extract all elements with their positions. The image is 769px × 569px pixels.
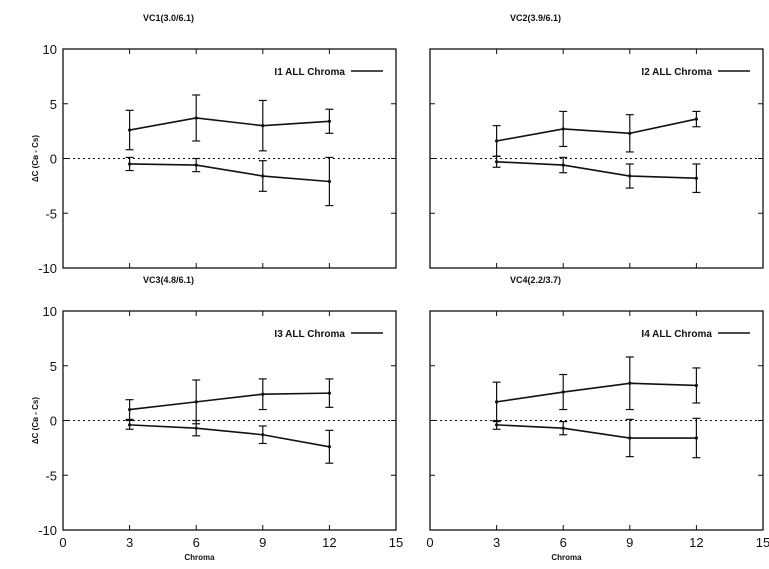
series-line-1 <box>129 392 330 411</box>
data-point <box>128 162 132 166</box>
data-point <box>261 174 265 178</box>
x-axis-label: Chroma <box>551 553 582 562</box>
panel-4: 0 3 6 9 12 15 VC4(2.2/3.7) I4 ALL Chroma Chroma <box>426 275 769 562</box>
legend-label: I1 ALL Chroma <box>274 67 345 78</box>
y-tick-label: -5 <box>45 206 57 221</box>
panel-title: VC1(3.0/6.1) <box>143 13 194 23</box>
x-tick-label: 6 <box>193 535 200 550</box>
x-tick-label: 12 <box>322 535 336 550</box>
x-tick-label: 6 <box>560 535 567 550</box>
series-line-1 <box>129 117 330 131</box>
data-point <box>628 174 632 178</box>
data-point <box>561 127 565 131</box>
x-tick-label: 12 <box>689 535 703 550</box>
panel-title: VC2(3.9/6.1) <box>510 13 561 23</box>
data-point <box>327 179 331 184</box>
y-tick-label: 10 <box>43 304 57 319</box>
data-point <box>128 128 132 132</box>
legend-label: I2 ALL Chroma <box>641 67 712 78</box>
legend-label: I4 ALL Chroma <box>641 329 712 340</box>
x-tick-label: 0 <box>59 535 66 550</box>
data-point <box>327 119 331 123</box>
series-line-1 <box>496 382 697 403</box>
series-line-1 <box>496 118 697 142</box>
y-tick-label: 10 <box>43 42 57 57</box>
data-point <box>327 445 331 449</box>
data-point <box>261 124 265 128</box>
data-point <box>261 392 265 396</box>
panel-1: 10 5 0 -5 -10 VC1(3.0/6.1) I1 ALL Chroma ΔC (Cʙ… <box>31 13 397 276</box>
x-tick-label: 9 <box>626 535 633 550</box>
data-point <box>327 391 331 395</box>
data-point <box>128 407 132 412</box>
data-point <box>628 131 632 135</box>
x-tick-label: 9 <box>259 535 266 550</box>
data-point <box>628 381 632 385</box>
y-tick-label: -10 <box>38 261 57 276</box>
legend-label: I3 ALL Chroma <box>274 329 345 340</box>
panel-title: VC3(4.8/6.1) <box>143 275 194 285</box>
data-point <box>561 163 565 167</box>
data-point <box>694 436 699 440</box>
data-point <box>194 163 198 167</box>
y-axis-label: ΔC (Cʙ - Cs) <box>31 135 40 182</box>
series-line-2 <box>496 160 697 180</box>
data-point <box>194 116 198 120</box>
data-point <box>694 176 699 180</box>
data-point <box>128 423 132 427</box>
x-tick-label: 3 <box>493 535 500 550</box>
series-line-2 <box>129 163 330 183</box>
y-tick-label: -5 <box>45 468 57 483</box>
data-point <box>495 400 499 404</box>
x-tick-label: 15 <box>389 535 403 550</box>
y-tick-label: 5 <box>50 359 57 374</box>
y-axis-label: ΔC (Cʙ - Cs) <box>31 397 40 444</box>
data-point <box>561 426 565 430</box>
y-tick-label: 5 <box>50 97 57 112</box>
x-tick-label: 0 <box>426 535 433 550</box>
data-point <box>628 436 632 440</box>
data-point <box>261 433 265 437</box>
panel-3: 0 3 6 9 12 15 10 5 0 -5 -10 VC3(4.8/6.1) I3 ALL Chro… <box>31 275 403 562</box>
data-point <box>495 423 499 427</box>
data-point <box>495 139 499 143</box>
data-point <box>194 400 198 404</box>
series-line-2 <box>129 424 330 448</box>
series-line-2 <box>496 424 697 439</box>
data-point <box>194 426 198 430</box>
panel-title: VC4(2.2/3.7) <box>510 275 561 285</box>
data-point <box>561 390 565 394</box>
panel-2: VC2(3.9/6.1) I2 ALL Chroma <box>429 13 764 269</box>
data-point <box>495 160 499 164</box>
x-tick-label: 15 <box>756 535 769 550</box>
x-axis-label: Chroma <box>184 553 215 562</box>
y-tick-label: 0 <box>50 152 57 167</box>
y-tick-label: 0 <box>50 414 57 429</box>
data-point <box>694 117 699 121</box>
x-tick-label: 3 <box>126 535 133 550</box>
y-tick-label: -10 <box>38 523 57 538</box>
data-point <box>694 383 699 388</box>
